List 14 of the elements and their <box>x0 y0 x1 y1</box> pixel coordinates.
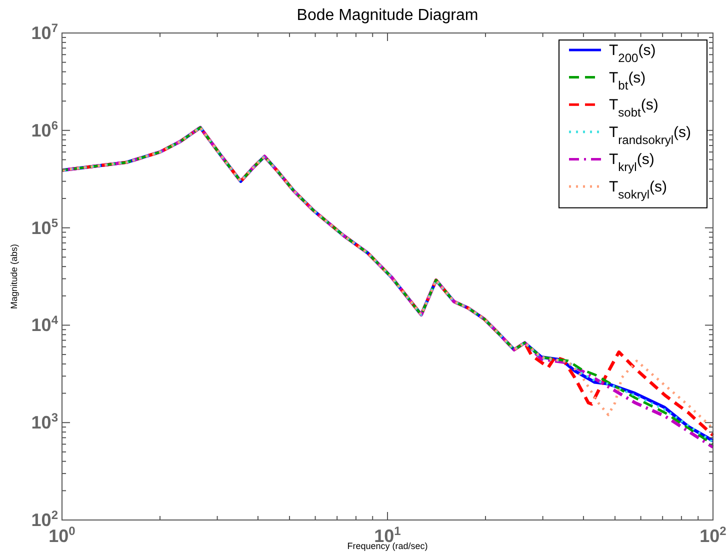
y-tick-label: 10$^{4}$ <box>31 313 58 336</box>
legend-label: T$_{kryl}$(s) <box>609 151 654 174</box>
legend-label: T$_{200}$(s) <box>609 42 656 65</box>
chart-title: Bode Magnitude Diagram <box>296 7 478 24</box>
y-tick-label: 10$^{6}$ <box>31 118 58 140</box>
y-tick-label: 10$^{7}$ <box>31 21 58 43</box>
legend-label: T$_{sobt}$(s) <box>609 96 658 120</box>
x-tick-label: 10$^{2}$ <box>700 524 727 546</box>
y-tick-label: 10$^{3}$ <box>31 410 58 433</box>
y-tick-label: 10$^{5}$ <box>31 216 58 238</box>
y-axis-title: Magnitude (abs) <box>9 244 19 310</box>
legend-label: T$_{sokryl}$(s) <box>609 178 668 202</box>
legend-label: T$_{bt}$(s) <box>609 69 646 92</box>
legend-label: T$_{randsokryl}$(s) <box>609 124 692 147</box>
